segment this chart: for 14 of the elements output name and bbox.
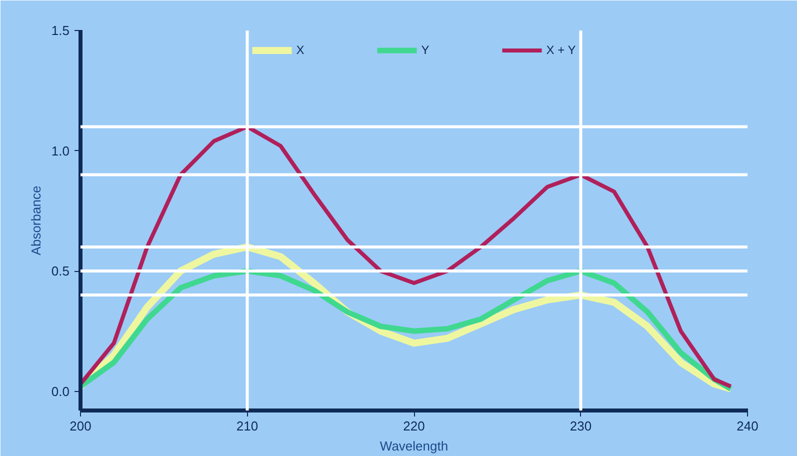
x-tick-label: 220: [403, 418, 425, 434]
y-axis-title: Absorbance: [28, 186, 44, 256]
legend-label: X + Y: [546, 43, 576, 57]
y-tick-label: 1.5: [51, 23, 70, 38]
y-tick-label: 1.0: [51, 143, 70, 158]
y-tick-label: 0.0: [51, 384, 70, 399]
legend-label: X: [296, 43, 306, 57]
x-tick-label: 200: [70, 418, 92, 434]
x-tick-label: 210: [236, 418, 258, 434]
x-tick-label: 230: [570, 418, 592, 434]
legend-label: Y: [421, 43, 430, 57]
x-tick-label: 240: [736, 418, 758, 434]
x-axis-title: Wavelength: [380, 438, 448, 454]
y-tick-label: 0.5: [51, 264, 70, 279]
